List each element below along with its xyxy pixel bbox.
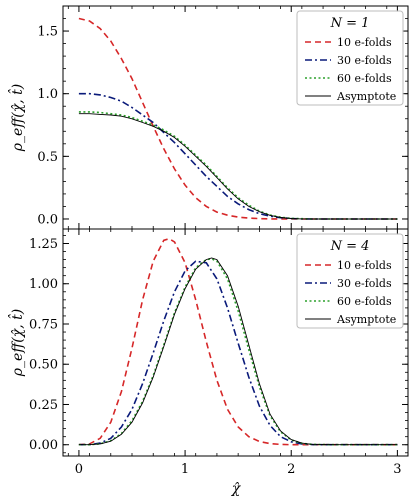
series-line-1-0 [78,237,398,446]
y-tick-label: 0.50 [29,358,58,373]
legend-entry: 30 e-folds [337,54,392,67]
y-tick-label: 0.25 [29,398,58,413]
y-tick-label: 1.25 [29,237,58,252]
legend-entry: 30 e-folds [337,277,392,290]
legend-entry: 60 e-folds [337,295,392,308]
legend-box [296,10,404,106]
series-line-0-1 [78,92,398,220]
legend-entry: 60 e-folds [337,72,392,85]
legend-entry: 10 e-folds [337,36,392,49]
x-tick-label: 0 [75,462,83,477]
legend-title: N = 4 [330,239,370,254]
y-tick-label: 0.00 [29,438,58,453]
top-panel: 0.0 0.5 1.0 1.5 ρ_eff(χ̂, t̂) N = 1 10 e-folds… [7,5,409,230]
series-line-1-3 [78,257,398,446]
y-axis-label: ρ_eff(χ̂, t̂) [7,84,26,152]
y-tick-label: 0.75 [29,317,58,332]
series-line-0-3 [78,113,398,220]
legend-title: N = 1 [330,16,370,31]
legend-entry: 10 e-folds [337,259,392,272]
x-tick-label: 3 [393,462,401,477]
plot-frame [62,228,409,457]
y-tick-label: 0.0 [37,212,58,227]
series-line-1-1 [78,260,398,446]
legend-entry: Asymptote [336,313,396,326]
x-tick-label: 2 [287,462,295,477]
bottom-panel: 0.00 0.25 0.50 0.75 1.00 1.25 0 1 2 3 ρ_eff(χ̂, t̂… [7,228,409,477]
y-tick-label: 0.5 [37,150,58,165]
y-axis-label: ρ_eff(χ̂, t̂) [7,309,26,377]
legend-box [296,233,404,329]
legend-entry: Asymptote [336,90,396,103]
y-tick-label: 1.0 [37,87,58,102]
x-tick-label: 1 [181,462,189,477]
series-line-0-0 [78,17,398,220]
y-tick-label: 1.5 [37,25,58,40]
y-tick-label: 1.00 [29,277,58,292]
x-axis-label: χ̂ [231,481,242,497]
series-line-0-2 [78,111,398,220]
